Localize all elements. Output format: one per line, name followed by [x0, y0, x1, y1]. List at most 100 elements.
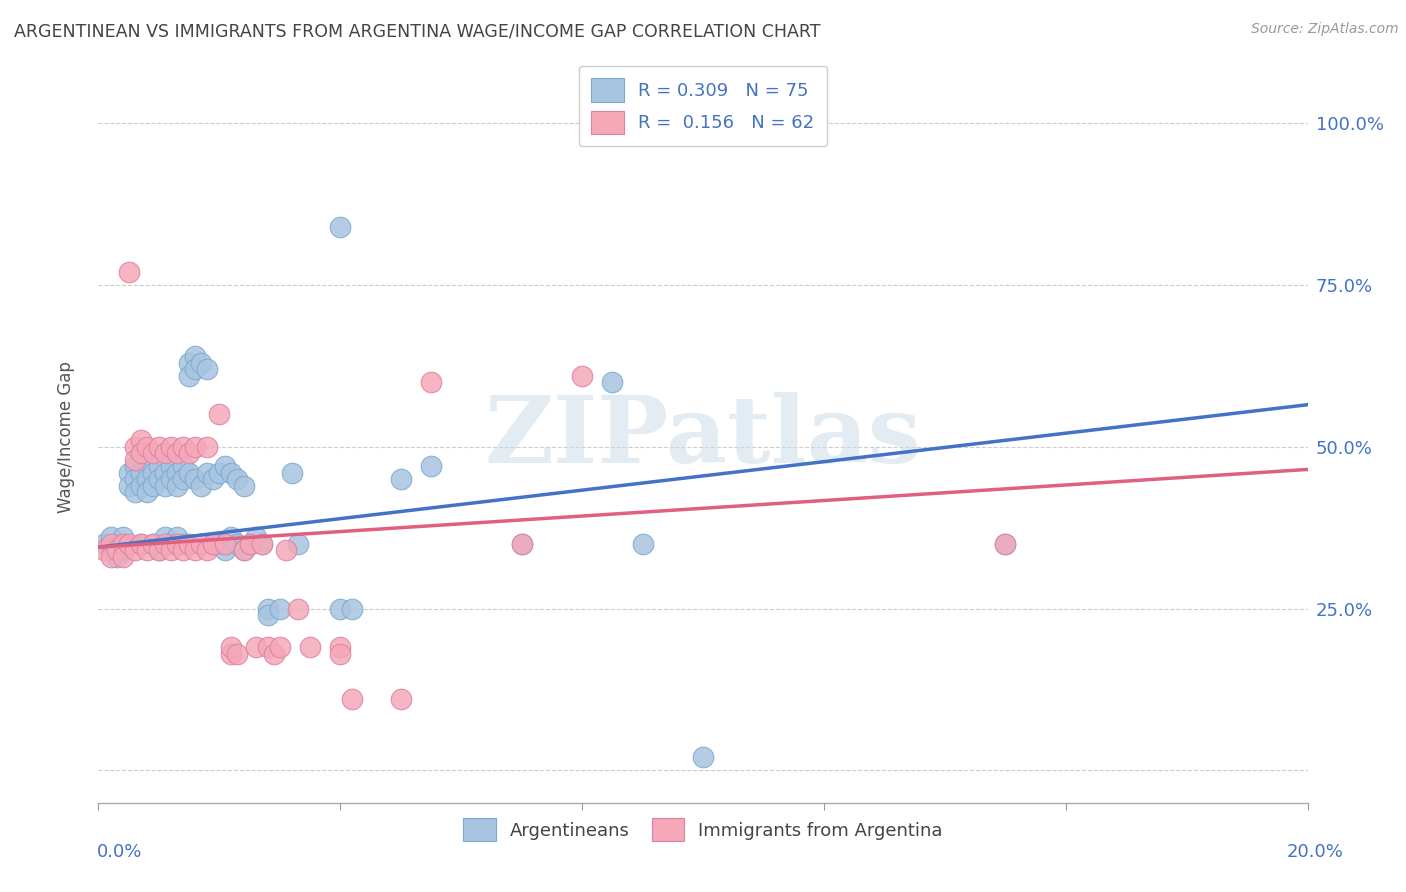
Point — [214, 459, 236, 474]
Point — [190, 478, 212, 492]
Point — [172, 543, 194, 558]
Point — [602, 375, 624, 389]
Point — [148, 440, 170, 454]
Point — [195, 362, 218, 376]
Point — [208, 408, 231, 422]
Point — [100, 537, 122, 551]
Point — [135, 485, 157, 500]
Point — [226, 537, 249, 551]
Point — [245, 530, 267, 544]
Point — [153, 466, 176, 480]
Point — [232, 543, 254, 558]
Text: 20.0%: 20.0% — [1286, 843, 1343, 861]
Point — [202, 537, 225, 551]
Point — [129, 537, 152, 551]
Point — [148, 459, 170, 474]
Point — [342, 601, 364, 615]
Point — [135, 440, 157, 454]
Point — [190, 537, 212, 551]
Point — [172, 537, 194, 551]
Point — [994, 537, 1017, 551]
Point — [287, 601, 309, 615]
Point — [692, 750, 714, 764]
Point — [111, 530, 134, 544]
Point — [118, 265, 141, 279]
Point — [179, 356, 201, 370]
Point — [129, 434, 152, 448]
Point — [172, 472, 194, 486]
Point — [184, 440, 207, 454]
Point — [148, 543, 170, 558]
Point — [124, 452, 146, 467]
Point — [124, 459, 146, 474]
Point — [510, 537, 533, 551]
Point — [256, 601, 278, 615]
Point — [281, 466, 304, 480]
Text: ZIPatlas: ZIPatlas — [485, 392, 921, 482]
Point — [274, 543, 297, 558]
Point — [329, 219, 352, 234]
Point — [142, 446, 165, 460]
Point — [208, 537, 231, 551]
Point — [232, 543, 254, 558]
Point — [105, 537, 128, 551]
Point — [389, 692, 412, 706]
Point — [226, 647, 249, 661]
Point — [389, 472, 412, 486]
Point — [135, 459, 157, 474]
Y-axis label: Wage/Income Gap: Wage/Income Gap — [56, 361, 75, 513]
Point — [100, 549, 122, 564]
Point — [329, 647, 352, 661]
Point — [287, 537, 309, 551]
Point — [118, 537, 141, 551]
Point — [342, 692, 364, 706]
Point — [129, 478, 152, 492]
Point — [160, 440, 183, 454]
Point — [269, 640, 291, 655]
Point — [214, 543, 236, 558]
Point — [184, 543, 207, 558]
Point — [245, 640, 267, 655]
Point — [195, 466, 218, 480]
Point — [195, 440, 218, 454]
Point — [179, 368, 201, 383]
Point — [153, 478, 176, 492]
Point — [184, 362, 207, 376]
Point — [111, 537, 134, 551]
Point — [124, 472, 146, 486]
Text: 0.0%: 0.0% — [97, 843, 142, 861]
Text: Source: ZipAtlas.com: Source: ZipAtlas.com — [1251, 22, 1399, 37]
Point — [232, 478, 254, 492]
Point — [166, 446, 188, 460]
Point — [129, 466, 152, 480]
Point — [299, 640, 322, 655]
Point — [631, 537, 654, 551]
Point — [153, 446, 176, 460]
Point — [420, 459, 443, 474]
Point — [256, 608, 278, 623]
Point — [166, 466, 188, 480]
Point — [239, 537, 262, 551]
Point — [172, 440, 194, 454]
Point — [256, 640, 278, 655]
Point — [329, 640, 352, 655]
Point — [135, 543, 157, 558]
Point — [160, 459, 183, 474]
Point — [153, 537, 176, 551]
Point — [263, 647, 285, 661]
Point — [221, 647, 243, 661]
Point — [214, 537, 236, 551]
Point — [239, 537, 262, 551]
Point — [202, 537, 225, 551]
Point — [184, 472, 207, 486]
Point — [166, 530, 188, 544]
Point — [221, 466, 243, 480]
Point — [148, 472, 170, 486]
Point — [179, 466, 201, 480]
Point — [124, 485, 146, 500]
Point — [250, 537, 273, 551]
Point — [111, 543, 134, 558]
Point — [93, 543, 115, 558]
Point — [160, 543, 183, 558]
Point — [179, 446, 201, 460]
